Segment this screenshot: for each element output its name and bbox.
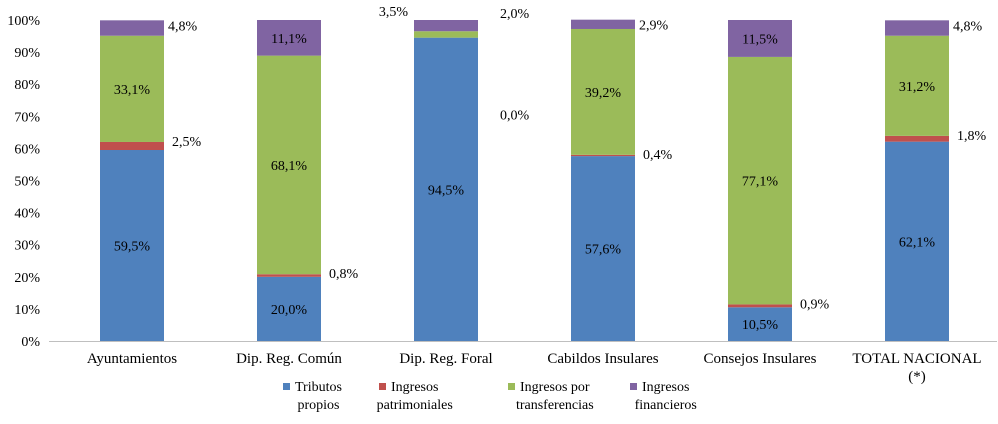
legend-label: propios bbox=[297, 398, 339, 413]
legend-swatch bbox=[508, 383, 515, 390]
legend-swatch bbox=[283, 383, 290, 390]
bar-segment bbox=[257, 276, 321, 341]
legend-label: Ingresos bbox=[391, 380, 438, 395]
bar-segment bbox=[414, 37, 478, 341]
bar-segment bbox=[257, 55, 321, 275]
y-tick-label: 50% bbox=[14, 175, 40, 190]
bar-segment bbox=[885, 35, 949, 136]
data-label: 33,1% bbox=[114, 83, 151, 98]
bar-segment bbox=[571, 19, 635, 29]
data-label: 0,4% bbox=[643, 148, 673, 163]
bar-segment bbox=[257, 274, 321, 277]
y-tick-label: 80% bbox=[14, 78, 40, 93]
data-label: 4,8% bbox=[953, 19, 983, 34]
bar-segment bbox=[100, 141, 164, 151]
legend-label: patrimoniales bbox=[377, 398, 453, 413]
legend-label: Ingresos bbox=[642, 380, 689, 395]
y-tick-label: 100% bbox=[7, 14, 40, 29]
bar-segment bbox=[885, 141, 949, 341]
legend-label: Ingresos por bbox=[520, 380, 590, 395]
legend-swatch bbox=[630, 383, 637, 390]
data-label: 57,6% bbox=[585, 243, 622, 258]
data-label: 0,8% bbox=[329, 267, 359, 282]
bar-segment bbox=[571, 154, 635, 157]
bar-segment bbox=[728, 20, 792, 57]
data-labels: 59,5% 2,5% 33,1% 4,8% 20,0% 0,8% 68,1% 11,1% 94,… bbox=[114, 5, 987, 333]
data-label: 4,8% bbox=[168, 19, 198, 34]
y-tick-label: 60% bbox=[14, 142, 40, 157]
data-label: 2,0% bbox=[500, 7, 530, 22]
data-label: 11,1% bbox=[271, 32, 307, 47]
data-label: 2,5% bbox=[172, 135, 202, 150]
data-label: 94,5% bbox=[428, 183, 465, 198]
x-tick-label: Ayuntamientos bbox=[87, 351, 177, 367]
y-tick-label: 20% bbox=[14, 271, 40, 286]
data-label: 68,1% bbox=[271, 159, 308, 174]
data-label: 2,9% bbox=[639, 19, 669, 34]
legend: Tributos propios Ingresos patrimoniales Ingr… bbox=[283, 380, 697, 413]
data-label: 59,5% bbox=[114, 240, 151, 255]
bar-segment bbox=[728, 304, 792, 308]
legend-label: financieros bbox=[635, 398, 697, 413]
bar-segment bbox=[885, 135, 949, 142]
bar-segment bbox=[885, 20, 949, 36]
bar-segment bbox=[100, 20, 164, 36]
y-tick-label: 90% bbox=[14, 46, 40, 61]
y-axis: 0% 10% 20% 30% 40% 50% 60% 70% 80% 90% 100% bbox=[7, 14, 40, 350]
data-label: 20,0% bbox=[271, 303, 308, 318]
legend-swatch bbox=[379, 383, 386, 390]
data-label: 0,0% bbox=[500, 109, 530, 124]
bar-segment bbox=[728, 307, 792, 341]
x-tick-label: Dip. Reg. Foral bbox=[399, 351, 492, 367]
data-label: 0,9% bbox=[800, 297, 830, 312]
bar-segment bbox=[571, 28, 635, 155]
x-tick-label: (*) bbox=[908, 369, 926, 385]
bar-segment bbox=[414, 20, 478, 32]
x-tick-label: Dip. Reg. Común bbox=[236, 351, 342, 367]
bar-segment bbox=[571, 156, 635, 341]
x-tick-label: Consejos Insulares bbox=[704, 351, 817, 367]
data-label: 62,1% bbox=[899, 235, 936, 250]
bar-segment bbox=[728, 56, 792, 305]
x-tick-label: TOTAL NACIONAL bbox=[852, 351, 981, 367]
bar-segment bbox=[100, 150, 164, 341]
y-tick-label: 0% bbox=[21, 335, 40, 350]
legend-label: transferencias bbox=[516, 398, 594, 413]
data-label: 1,8% bbox=[957, 129, 987, 144]
y-tick-label: 40% bbox=[14, 207, 40, 222]
bar-segment bbox=[414, 31, 478, 38]
bar-segment bbox=[257, 20, 321, 56]
data-label: 11,5% bbox=[742, 32, 778, 47]
y-tick-label: 10% bbox=[14, 303, 40, 318]
data-label: 3,5% bbox=[379, 5, 409, 20]
legend-label: Tributos bbox=[295, 380, 342, 395]
x-tick-label: Cabildos Insulares bbox=[547, 351, 658, 367]
data-label: 10,5% bbox=[742, 318, 779, 333]
x-axis: Ayuntamientos Dip. Reg. Común Dip. Reg. Fo… bbox=[49, 341, 997, 385]
bars bbox=[100, 19, 949, 341]
data-label: 39,2% bbox=[585, 86, 622, 101]
data-label: 31,2% bbox=[899, 80, 936, 95]
y-tick-label: 30% bbox=[14, 239, 40, 254]
bar-segment bbox=[100, 35, 164, 142]
data-label: 77,1% bbox=[742, 175, 779, 190]
y-tick-label: 70% bbox=[14, 110, 40, 125]
